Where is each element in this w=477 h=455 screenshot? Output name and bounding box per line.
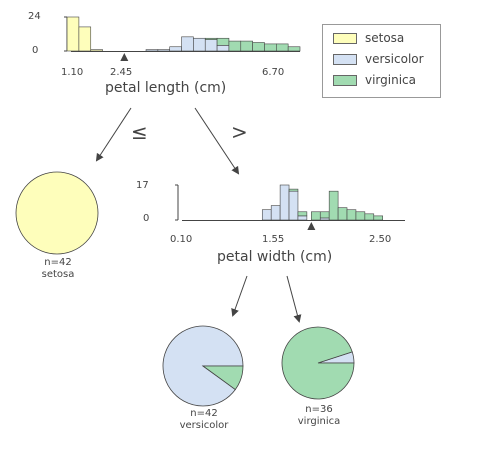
edge-inner-left xyxy=(231,275,248,317)
root-ytick-bottom: 0 xyxy=(32,45,39,56)
inner-bar-4-virginica xyxy=(288,188,299,192)
inner-bar-5-virginica xyxy=(297,211,308,217)
legend-item-virginica: virginica xyxy=(333,73,416,87)
inner-ytick-top: 17 xyxy=(136,180,149,191)
legend-item-versicolor: versicolor xyxy=(333,52,424,66)
root-split-marker xyxy=(120,53,129,61)
inner-xtick-split: 1.55 xyxy=(262,234,285,245)
inner-split-marker xyxy=(307,222,316,230)
leaf-virginica-pie xyxy=(281,326,355,400)
edge-root-left xyxy=(95,107,132,162)
inner-bar-11-virginica xyxy=(355,211,366,221)
inner-axis-title: petal width (cm) xyxy=(217,249,333,265)
inner-bar-9-virginica xyxy=(337,207,348,221)
leaf-versicolor-class: versicolor xyxy=(179,420,229,431)
inner-bar-2-versicolor xyxy=(270,205,281,221)
root-xtick-max: 6.70 xyxy=(262,67,285,78)
root-axis-title: petal length (cm) xyxy=(105,80,227,96)
edge-inner-right xyxy=(286,275,302,323)
leaf-virginica-labels: n=36 virginica xyxy=(283,404,355,428)
legend-label-setosa: setosa xyxy=(365,31,405,45)
leaf-versicolor-slice-virginica xyxy=(201,365,244,391)
leaf-virginica-slice-virginica xyxy=(281,326,355,400)
leaf-setosa-labels: n=42 setosa xyxy=(30,257,86,281)
leaf-virginica-class: virginica xyxy=(297,416,341,427)
leaf-setosa-slice-setosa xyxy=(15,171,99,255)
inner-bar-4-versicolor xyxy=(288,190,299,221)
leaf-virginica-n: n=36 xyxy=(305,404,333,415)
legend-swatch-virginica xyxy=(333,75,357,86)
legend: setosa versicolor virginica xyxy=(322,24,441,98)
leaf-versicolor-pie xyxy=(162,325,244,407)
root-bar-15-virginica xyxy=(287,46,301,52)
root-bar-2-setosa xyxy=(90,49,103,52)
root-ytick-top: 24 xyxy=(28,11,41,22)
legend-swatch-versicolor xyxy=(333,54,357,65)
split-right-symbol: > xyxy=(231,120,248,144)
inner-ytick-bottom: 0 xyxy=(143,213,150,224)
legend-label-virginica: virginica xyxy=(365,73,416,87)
legend-swatch-setosa xyxy=(333,33,357,44)
inner-bar-8-virginica xyxy=(328,190,339,221)
root-bar-1-setosa xyxy=(78,26,92,52)
inner-xtick-min: 0.10 xyxy=(170,234,193,245)
inner-bar-3-versicolor xyxy=(279,184,290,221)
leaf-versicolor-labels: n=42 versicolor xyxy=(166,408,242,432)
split-left-symbol: ≤ xyxy=(131,120,148,144)
inner-bar-5-versicolor xyxy=(297,215,308,221)
leaf-versicolor-n: n=42 xyxy=(190,408,218,419)
inner-xtick-max: 2.50 xyxy=(369,234,392,245)
leaf-setosa-n: n=42 xyxy=(44,257,72,268)
root-xtick-min: 1.10 xyxy=(61,67,84,78)
leaf-setosa-class: setosa xyxy=(41,269,75,280)
inner-bar-13-virginica xyxy=(373,215,383,221)
leaf-setosa-pie xyxy=(15,171,99,255)
legend-label-versicolor: versicolor xyxy=(365,52,424,66)
legend-item-setosa: setosa xyxy=(333,31,404,45)
inner-bar-7-virginica xyxy=(319,211,330,219)
inner-bar-7-versicolor xyxy=(319,217,330,221)
inner-bar-1-versicolor xyxy=(261,209,272,221)
inner-histogram xyxy=(175,184,405,230)
inner-bar-12-virginica xyxy=(364,213,375,221)
edge-root-right xyxy=(194,107,240,175)
root-histogram xyxy=(64,16,301,61)
inner-bar-6-virginica xyxy=(311,211,321,221)
inner-bar-10-virginica xyxy=(346,209,357,221)
root-xtick-split: 2.45 xyxy=(110,67,133,78)
